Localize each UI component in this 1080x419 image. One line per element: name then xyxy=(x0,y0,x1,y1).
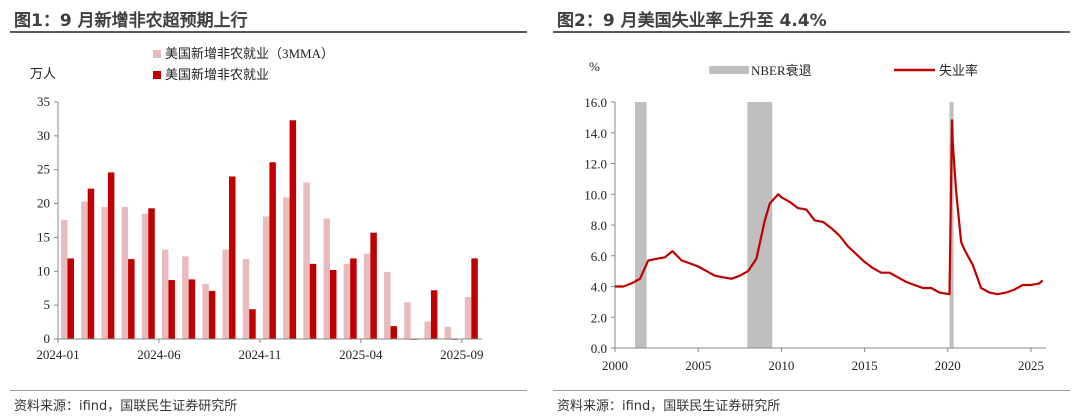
bar-2025-02 xyxy=(329,269,337,339)
bar-2025-04 xyxy=(370,232,377,339)
bar-2024-05 xyxy=(148,208,155,339)
legend-swatch-recession xyxy=(709,66,749,74)
bar-2025-04 xyxy=(363,253,371,339)
y-tick-label: 0.0 xyxy=(591,341,607,356)
y-tick-label: 30 xyxy=(37,128,50,143)
bar-2024-03 xyxy=(101,206,108,339)
bar-2025-05 xyxy=(390,326,398,339)
source-note: 资料来源：ifind，国联民生证券研究所 xyxy=(14,399,238,414)
x-tick-label: 2024-11 xyxy=(238,347,281,362)
y-tick-label: 14.0 xyxy=(584,126,607,141)
x-tick-label: 2005 xyxy=(685,358,711,373)
x-tick-label: 2025 xyxy=(1018,358,1044,373)
x-tick-label: 2024-06 xyxy=(137,347,181,362)
y-tick-label: 5 xyxy=(44,297,51,312)
bar-2024-11 xyxy=(269,162,276,339)
bar-2024-09 xyxy=(222,249,230,339)
unemployment-line-chart: % NBER衰退 失业率 0.0 2.0 4.0 6.0 8.0 10.0 12.0 14.0 16.… xyxy=(584,59,1046,373)
source-divider xyxy=(10,390,527,391)
title-divider xyxy=(553,31,1070,33)
legend-label: 美国新增非农就业 xyxy=(165,67,269,82)
chart-panel-nonfarm: 图1：9 月新增非农超预期上行 万人 美国新增非农就业（3MMA） 美国新增非农就业… xyxy=(10,0,527,419)
y-tick-label: 25 xyxy=(37,162,50,177)
bar-2024-01 xyxy=(67,258,74,339)
bar-2024-10 xyxy=(242,259,250,339)
bar-2025-06 xyxy=(404,302,411,339)
legend-label: 失业率 xyxy=(939,63,978,78)
x-tick-label: 2025-04 xyxy=(339,347,383,362)
bar-2024-04 xyxy=(128,259,135,339)
y-tick-label: 10 xyxy=(37,263,50,278)
bar-2025-02 xyxy=(323,218,330,339)
bar-2024-08 xyxy=(208,290,216,339)
x-tick-label: 2010 xyxy=(768,358,794,373)
bar-2024-06 xyxy=(161,249,169,339)
bar-2024-02 xyxy=(87,188,95,339)
y-tick-label: 0 xyxy=(44,331,51,346)
bar-2025-05 xyxy=(384,271,391,339)
y-tick-label: 12.0 xyxy=(584,157,607,172)
bar-2024-11 xyxy=(262,216,270,339)
y-tick-label: 4.0 xyxy=(591,280,607,295)
bar-2025-08 xyxy=(444,326,452,339)
y-tick-label: 8.0 xyxy=(591,218,607,233)
legend-swatch xyxy=(153,71,161,79)
recession-band xyxy=(634,102,647,348)
bar-2025-01 xyxy=(303,182,310,339)
y-tick-label: 6.0 xyxy=(591,249,607,264)
legend-label: 美国新增非农就业（3MMA） xyxy=(165,46,334,61)
bar-2024-09 xyxy=(229,176,236,339)
y-tick-label: 15 xyxy=(37,229,50,244)
bar-2025-07 xyxy=(430,290,438,339)
bar-2025-09 xyxy=(471,258,478,339)
bar-2024-07 xyxy=(182,256,189,339)
x-tick-label: 2025-09 xyxy=(440,347,483,362)
y-tick-label: 10.0 xyxy=(584,187,607,202)
y-axis-unit: 万人 xyxy=(30,66,56,81)
bar-2025-07 xyxy=(424,321,431,339)
y-tick-label: 20 xyxy=(37,196,50,211)
recession-band xyxy=(747,102,773,348)
bar-2025-01 xyxy=(309,263,317,339)
chart-title: 图2：9 月美国失业率上升至 4.4% xyxy=(557,11,827,31)
bar-2024-08 xyxy=(202,284,209,339)
source-note: 资料来源：ifind，国联民生证券研究所 xyxy=(557,399,781,414)
x-tick-label: 2015 xyxy=(852,358,878,373)
x-tick-label: 2020 xyxy=(935,358,961,373)
bar-2024-03 xyxy=(107,172,115,339)
x-tick-label: 2024-01 xyxy=(36,347,79,362)
bar-2024-12 xyxy=(289,120,297,339)
chart-title: 图1：9 月新增非农超预期上行 xyxy=(14,11,248,31)
bar-2025-09 xyxy=(464,297,472,339)
x-tick-label: 2000 xyxy=(602,358,628,373)
legend-label: NBER衰退 xyxy=(751,63,812,78)
bar-2024-06 xyxy=(168,280,175,339)
legend-swatch xyxy=(153,50,161,58)
bar-2024-10 xyxy=(249,309,256,339)
bar-2024-02 xyxy=(81,201,88,339)
bar-2024-05 xyxy=(141,213,149,339)
y-tick-label: 2.0 xyxy=(591,310,607,325)
unemployment-rate-line xyxy=(615,119,1044,296)
y-tick-label: 16.0 xyxy=(584,95,607,110)
y-tick-label: 35 xyxy=(37,94,50,109)
bar-2025-03 xyxy=(350,258,357,339)
y-axis-unit: % xyxy=(589,59,600,74)
bar-2024-04 xyxy=(121,206,129,339)
nonfarm-bar-chart: 万人 美国新增非农就业（3MMA） 美国新增非农就业 0 5 10 15 20 25 30 35 20… xyxy=(30,46,483,362)
title-divider xyxy=(10,31,527,33)
bar-2024-01 xyxy=(61,219,68,339)
bar-2024-07 xyxy=(188,279,196,339)
source-divider xyxy=(553,390,1070,391)
chart-panel-unemployment: 图2：9 月美国失业率上升至 4.4% % NBER衰退 失业率 0.0 2.0 4.0 6… xyxy=(553,0,1070,419)
bar-2025-03 xyxy=(343,263,351,339)
bar-2024-12 xyxy=(283,197,290,339)
